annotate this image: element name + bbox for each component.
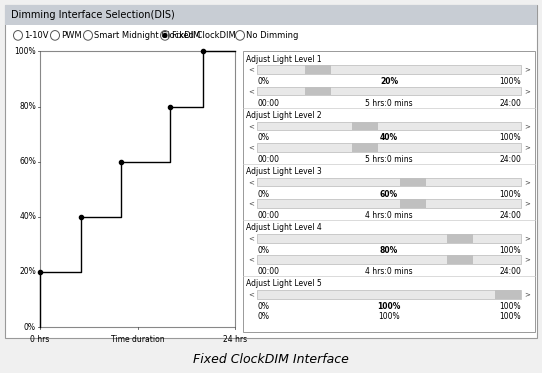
Text: >: > <box>524 201 530 207</box>
Text: 00:00: 00:00 <box>257 267 279 276</box>
Bar <box>257 65 521 74</box>
Text: 0%: 0% <box>257 189 269 198</box>
Text: <: < <box>248 144 254 150</box>
Bar <box>40 51 235 327</box>
Text: Adjust Light Level 2: Adjust Light Level 2 <box>246 111 321 120</box>
Text: >: > <box>524 144 530 150</box>
Bar <box>447 234 474 242</box>
Text: 40%: 40% <box>380 134 398 142</box>
Text: 100%: 100% <box>499 189 521 198</box>
Text: 60%: 60% <box>19 157 36 166</box>
Bar <box>257 143 521 152</box>
Text: 24:00: 24:00 <box>499 155 521 164</box>
Text: 24:00: 24:00 <box>499 98 521 108</box>
Text: Adjust Light Level 5: Adjust Light Level 5 <box>246 279 322 288</box>
Text: 0 hrs: 0 hrs <box>30 335 50 344</box>
Text: 24 hrs: 24 hrs <box>223 335 247 344</box>
Text: <: < <box>248 257 254 263</box>
Text: Adjust Light Level 3: Adjust Light Level 3 <box>246 167 322 176</box>
Text: <: < <box>248 179 254 185</box>
Bar <box>257 234 521 242</box>
Text: Fixed ClockDIM Interface: Fixed ClockDIM Interface <box>193 353 349 366</box>
Text: PWM: PWM <box>61 31 82 40</box>
Bar <box>495 290 521 299</box>
Bar <box>243 51 535 332</box>
Bar <box>305 87 331 95</box>
Text: >: > <box>524 291 530 298</box>
Text: >: > <box>524 235 530 241</box>
Bar <box>352 122 378 130</box>
Text: 100%: 100% <box>499 302 521 311</box>
Text: Smart Midnight ClockDIM: Smart Midnight ClockDIM <box>94 31 201 40</box>
Text: Dimming Interface Selection(DIS): Dimming Interface Selection(DIS) <box>11 10 175 20</box>
Text: <: < <box>248 201 254 207</box>
Text: 1-10V: 1-10V <box>24 31 49 40</box>
Text: <: < <box>248 235 254 241</box>
Bar <box>257 256 521 264</box>
Text: 0%: 0% <box>257 77 269 86</box>
Text: >: > <box>524 123 530 129</box>
Text: 4 hrs:0 mins: 4 hrs:0 mins <box>365 211 413 220</box>
Text: 20%: 20% <box>20 267 36 276</box>
Text: 100%: 100% <box>499 77 521 86</box>
Text: 100%: 100% <box>378 311 400 321</box>
Bar <box>447 256 474 264</box>
Text: Time duration: Time duration <box>111 335 164 344</box>
Text: 0%: 0% <box>257 302 269 311</box>
Bar <box>305 65 331 74</box>
Bar <box>257 178 521 186</box>
Text: >: > <box>524 179 530 185</box>
Text: <: < <box>248 291 254 298</box>
Text: No Dimming: No Dimming <box>247 31 299 40</box>
Bar <box>257 199 521 208</box>
Text: 5 hrs:0 mins: 5 hrs:0 mins <box>365 98 413 108</box>
Text: 0%: 0% <box>257 311 269 321</box>
Bar <box>352 143 378 152</box>
Text: >: > <box>524 67 530 73</box>
Text: >: > <box>524 88 530 94</box>
Text: 4 hrs:0 mins: 4 hrs:0 mins <box>365 267 413 276</box>
Text: <: < <box>248 123 254 129</box>
Text: 0%: 0% <box>24 323 36 332</box>
Bar <box>257 290 521 299</box>
Text: 60%: 60% <box>380 189 398 198</box>
Text: 24:00: 24:00 <box>499 211 521 220</box>
Text: 80%: 80% <box>20 102 36 111</box>
Text: 100%: 100% <box>499 311 521 321</box>
Bar <box>5 5 537 25</box>
Text: >: > <box>524 257 530 263</box>
Text: 100%: 100% <box>499 134 521 142</box>
Text: 0%: 0% <box>257 134 269 142</box>
Bar <box>399 199 426 208</box>
Text: 100%: 100% <box>499 246 521 255</box>
Text: <: < <box>248 67 254 73</box>
Text: Fixed ClockDIM: Fixed ClockDIM <box>171 31 235 40</box>
Text: 5 hrs:0 mins: 5 hrs:0 mins <box>365 155 413 164</box>
Circle shape <box>163 33 167 38</box>
Text: 80%: 80% <box>380 246 398 255</box>
Text: Adjust Light Level 4: Adjust Light Level 4 <box>246 223 322 232</box>
Text: 100%: 100% <box>377 302 401 311</box>
Bar <box>399 178 426 186</box>
Bar <box>257 87 521 95</box>
Text: <: < <box>248 88 254 94</box>
Text: 00:00: 00:00 <box>257 155 279 164</box>
Text: 00:00: 00:00 <box>257 98 279 108</box>
Text: 0%: 0% <box>257 246 269 255</box>
Text: 40%: 40% <box>19 212 36 221</box>
Text: 20%: 20% <box>380 77 398 86</box>
Bar <box>257 122 521 130</box>
Text: 00:00: 00:00 <box>257 211 279 220</box>
FancyBboxPatch shape <box>5 5 537 338</box>
Text: Adjust Light Level 1: Adjust Light Level 1 <box>246 55 321 64</box>
Text: 24:00: 24:00 <box>499 267 521 276</box>
Text: 100%: 100% <box>15 47 36 56</box>
